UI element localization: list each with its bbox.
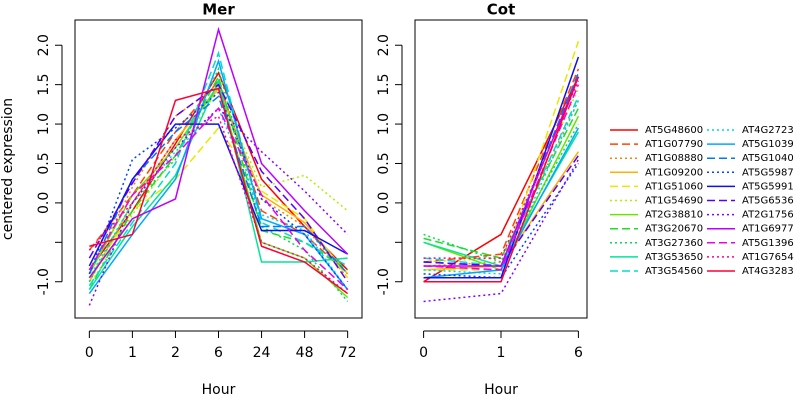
y-tick-label: 2.0 xyxy=(376,34,392,56)
plot-box xyxy=(414,19,588,319)
y-tick-label: 1.5 xyxy=(376,74,392,96)
panel-title: Cot xyxy=(487,1,515,19)
x-tick-label: 2 xyxy=(171,345,180,361)
x-axis-label: Hour xyxy=(202,382,236,398)
y-tick-label: 0.5 xyxy=(36,152,52,174)
series-line xyxy=(88,123,349,267)
legend-label: AT5G6536 xyxy=(742,196,794,207)
series-line xyxy=(88,83,349,279)
series-line xyxy=(423,100,580,275)
legend-label: AT4G2723 xyxy=(742,125,794,136)
y-tick-label: 1.0 xyxy=(376,113,392,135)
x-tick-label: 6 xyxy=(574,345,583,361)
legend-label: AT1G09200 xyxy=(645,167,703,178)
series-line xyxy=(423,41,580,271)
legend-label: AT5G48600 xyxy=(645,125,703,136)
series-line xyxy=(88,83,349,283)
x-tick-label: 1 xyxy=(128,345,137,361)
series-line xyxy=(423,123,580,263)
legend-label: AT4G3283 xyxy=(742,266,794,277)
x-tick-label: 1 xyxy=(497,345,506,361)
y-tick-label: 1.5 xyxy=(36,74,52,96)
y-tick-label: -1.0 xyxy=(376,268,392,295)
series-line xyxy=(88,95,349,275)
legend-label: AT5G5991 xyxy=(742,181,794,192)
series-line xyxy=(423,80,580,259)
series-line xyxy=(88,74,349,290)
series-line xyxy=(423,76,580,283)
legend-label: AT1G51060 xyxy=(645,181,703,192)
legend-label: AT1G54690 xyxy=(645,196,703,207)
series-line xyxy=(88,26,349,279)
x-tick-label: 24 xyxy=(253,345,271,361)
series-line xyxy=(88,91,349,291)
series-line xyxy=(423,159,580,303)
series-line xyxy=(423,107,580,259)
legend-label: AT5G1039 xyxy=(742,139,794,150)
series-line xyxy=(423,88,580,263)
y-tick-label: -1.0 xyxy=(36,268,52,295)
legend-label: AT3G27360 xyxy=(645,238,703,249)
legend-label: AT1G6977 xyxy=(742,224,794,235)
x-tick-label: 48 xyxy=(296,345,314,361)
x-tick-label: 6 xyxy=(214,345,223,361)
legend-label: AT5G1040 xyxy=(742,153,794,164)
series-line xyxy=(423,163,580,279)
series-line xyxy=(423,56,580,279)
series-line xyxy=(88,115,349,295)
legend-label: AT5G5987 xyxy=(742,167,794,178)
x-axis-label: Hour xyxy=(484,382,518,398)
series-line xyxy=(88,78,348,291)
legend-label: AT5G1396 xyxy=(742,238,794,249)
series-line xyxy=(88,106,349,291)
legend-label: AT1G7654 xyxy=(742,252,794,263)
series-line xyxy=(88,66,349,302)
series-line xyxy=(88,50,349,287)
y-tick-label: 0.0 xyxy=(36,192,52,214)
series-line xyxy=(89,87,349,295)
y-tick-label: 0.0 xyxy=(376,192,392,214)
legend-label: AT2G38810 xyxy=(645,210,703,221)
y-axis-label: centered expression xyxy=(0,98,16,240)
plot-box xyxy=(74,19,363,319)
legend-label: AT1G08880 xyxy=(645,153,703,164)
y-tick-label: 0.5 xyxy=(376,152,392,174)
series-line xyxy=(423,84,580,271)
y-tick-label: 2.0 xyxy=(36,34,52,56)
x-tick-label: 0 xyxy=(85,345,94,361)
legend-label: AT3G54560 xyxy=(645,266,703,277)
series-line xyxy=(423,100,580,267)
legend-label: AT2G1756 xyxy=(742,210,794,221)
x-tick-label: 0 xyxy=(419,345,428,361)
series-line xyxy=(88,107,349,306)
y-tick-label: 1.0 xyxy=(36,113,52,135)
x-tick-label: 72 xyxy=(339,345,357,361)
legend-label: AT3G20670 xyxy=(645,224,703,235)
panel-title: Mer xyxy=(202,1,235,19)
legend-label: AT3G53650 xyxy=(645,252,703,263)
legend-label: AT1G07790 xyxy=(645,139,703,150)
